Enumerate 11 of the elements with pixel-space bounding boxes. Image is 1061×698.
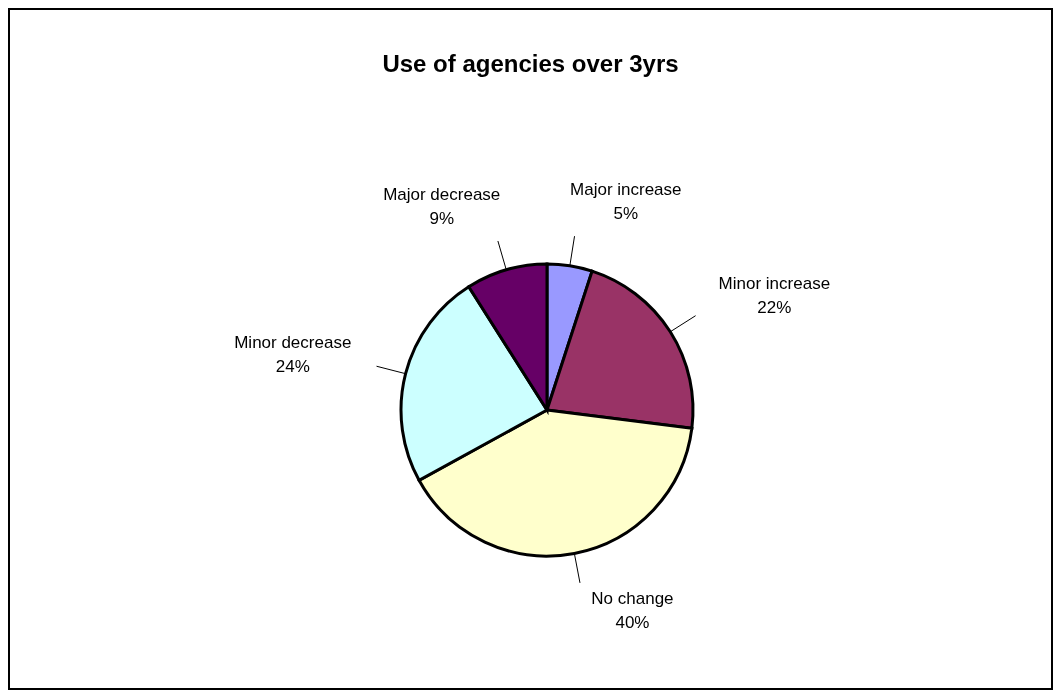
slice-label: No change (591, 589, 674, 609)
data-label: 40% (615, 613, 650, 633)
chart-title: Use of agencies over 3yrs (381, 50, 680, 78)
slice-label: Minor decrease (234, 333, 352, 353)
slice-label: Major decrease (383, 185, 501, 205)
slice-label: Minor increase (718, 273, 831, 293)
data-label: 22% (757, 297, 792, 317)
slice-label: Major increase (570, 179, 682, 199)
data-label: 9% (429, 209, 455, 229)
data-label: 24% (275, 357, 310, 377)
data-label: 5% (613, 203, 639, 223)
